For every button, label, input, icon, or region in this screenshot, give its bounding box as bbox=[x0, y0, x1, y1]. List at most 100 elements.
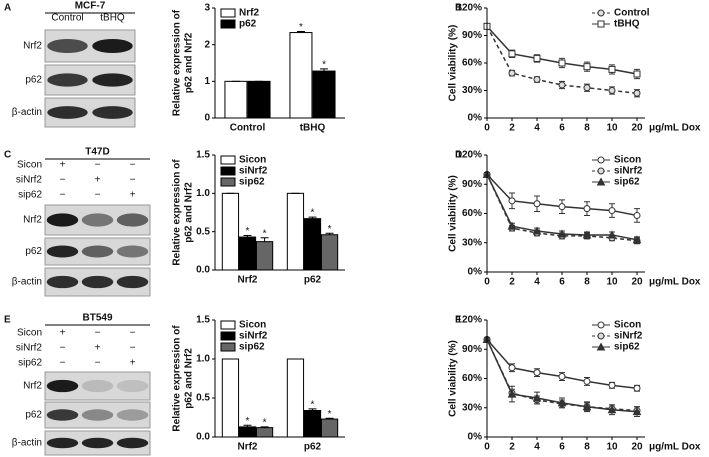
legend-label: Sicon bbox=[614, 320, 641, 331]
bar bbox=[238, 236, 257, 271]
legend-label: siNrf2 bbox=[239, 166, 268, 177]
x-tick-label: 4 bbox=[534, 123, 540, 134]
y-axis-label: p62 and Nrf2 bbox=[184, 348, 195, 409]
point bbox=[532, 393, 542, 402]
panel-label: D bbox=[455, 150, 462, 161]
x-tick-label: tBHQ bbox=[300, 123, 326, 134]
point bbox=[608, 65, 616, 73]
blot-title: MCF-7 bbox=[75, 1, 106, 12]
legend-swatch bbox=[220, 155, 236, 165]
x-tick-label: 8 bbox=[584, 277, 590, 288]
significance-mark: * bbox=[328, 224, 332, 235]
x-axis-label: μg/mL Dox bbox=[649, 442, 701, 453]
point bbox=[583, 84, 591, 92]
point bbox=[597, 9, 605, 17]
x-tick-label: 2 bbox=[509, 442, 515, 453]
blot-column: tBHQ bbox=[100, 13, 125, 24]
significance-mark: * bbox=[246, 416, 250, 427]
point bbox=[608, 381, 616, 389]
panel-label: F bbox=[455, 315, 461, 326]
error-bar bbox=[325, 232, 334, 235]
bar bbox=[247, 80, 271, 119]
point bbox=[596, 177, 606, 186]
panel-label: E bbox=[4, 315, 11, 326]
blot-band bbox=[116, 409, 149, 421]
point bbox=[558, 81, 566, 89]
significance-mark: * bbox=[322, 60, 326, 71]
blot-band bbox=[81, 213, 114, 227]
point bbox=[607, 405, 617, 414]
x-tick-label: 10 bbox=[606, 123, 618, 134]
blot-band bbox=[116, 213, 149, 227]
condition-name: sip62 bbox=[18, 358, 42, 369]
error-bar bbox=[243, 235, 252, 238]
point bbox=[633, 211, 641, 219]
blot-band bbox=[81, 379, 114, 393]
significance-mark: * bbox=[263, 418, 267, 429]
blot-row-label: p62 bbox=[25, 75, 42, 86]
x-tick-label: 20 bbox=[631, 277, 643, 288]
significance-mark: * bbox=[328, 409, 332, 420]
significance-mark: * bbox=[311, 400, 315, 411]
legend-swatch bbox=[220, 8, 236, 18]
x-axis-label: μg/mL Dox bbox=[649, 277, 701, 288]
y-tick-label: 120% bbox=[456, 150, 482, 161]
blot-row-label: p62 bbox=[25, 246, 42, 257]
x-tick-label: 4 bbox=[534, 277, 540, 288]
y-tick-label: 1 bbox=[204, 76, 210, 87]
blot-band bbox=[92, 106, 133, 119]
blot-band bbox=[47, 73, 88, 87]
legend-label: Sicon bbox=[239, 320, 266, 331]
legend-label: siNrf2 bbox=[614, 166, 643, 177]
point bbox=[508, 197, 516, 205]
condition-name: Sicon bbox=[17, 160, 42, 171]
blot-band bbox=[92, 73, 133, 87]
point bbox=[597, 156, 605, 164]
blot-row-label: Nrf2 bbox=[23, 41, 42, 52]
condition-sign: − bbox=[95, 190, 101, 201]
blot-column: Control bbox=[51, 13, 83, 24]
legend-label: sip62 bbox=[614, 177, 640, 188]
blot-band bbox=[81, 275, 114, 289]
blot-band bbox=[46, 245, 79, 258]
y-tick-label: 1.5 bbox=[196, 150, 210, 161]
y-tick-label: 1.0 bbox=[196, 188, 210, 199]
bar bbox=[221, 192, 240, 271]
blot-band bbox=[116, 275, 149, 289]
y-tick-label: 30% bbox=[462, 237, 482, 248]
condition-sign: + bbox=[95, 175, 101, 186]
x-tick-label: Nrf2 bbox=[237, 275, 257, 286]
y-tick-label: 2 bbox=[204, 39, 210, 50]
point bbox=[508, 50, 516, 58]
error-bar bbox=[325, 417, 334, 420]
y-tick-label: 0% bbox=[468, 267, 483, 278]
bar bbox=[286, 358, 305, 438]
x-tick-label: Nrf2 bbox=[237, 442, 257, 453]
condition-sign: − bbox=[95, 160, 101, 171]
y-tick-label: 60% bbox=[462, 208, 482, 219]
y-axis-label: Relative expression of bbox=[172, 325, 183, 432]
legend-swatch bbox=[220, 331, 236, 341]
x-tick-label: 20 bbox=[631, 123, 643, 134]
point bbox=[633, 384, 641, 392]
y-tick-label: 0.5 bbox=[196, 393, 210, 404]
x-tick-label: 8 bbox=[584, 123, 590, 134]
x-tick-label: 6 bbox=[559, 123, 565, 134]
condition-sign: − bbox=[60, 358, 66, 369]
bar bbox=[238, 426, 257, 438]
legend-label: p62 bbox=[239, 19, 257, 30]
blot-row-label: Nrf2 bbox=[23, 381, 42, 392]
y-tick-label: 0.5 bbox=[196, 226, 210, 237]
panel-label: B bbox=[455, 3, 462, 14]
y-tick-label: 1.5 bbox=[196, 315, 210, 326]
x-tick-label: 2 bbox=[509, 277, 515, 288]
y-axis-label: Cell viability (%) bbox=[448, 25, 459, 102]
y-tick-label: 0 bbox=[204, 113, 210, 124]
condition-name: Sicon bbox=[17, 328, 42, 339]
point bbox=[533, 76, 541, 83]
x-tick-label: 10 bbox=[606, 277, 618, 288]
condition-name: siNrf2 bbox=[16, 175, 43, 186]
point bbox=[507, 389, 517, 398]
y-tick-label: 0.0 bbox=[196, 432, 210, 443]
